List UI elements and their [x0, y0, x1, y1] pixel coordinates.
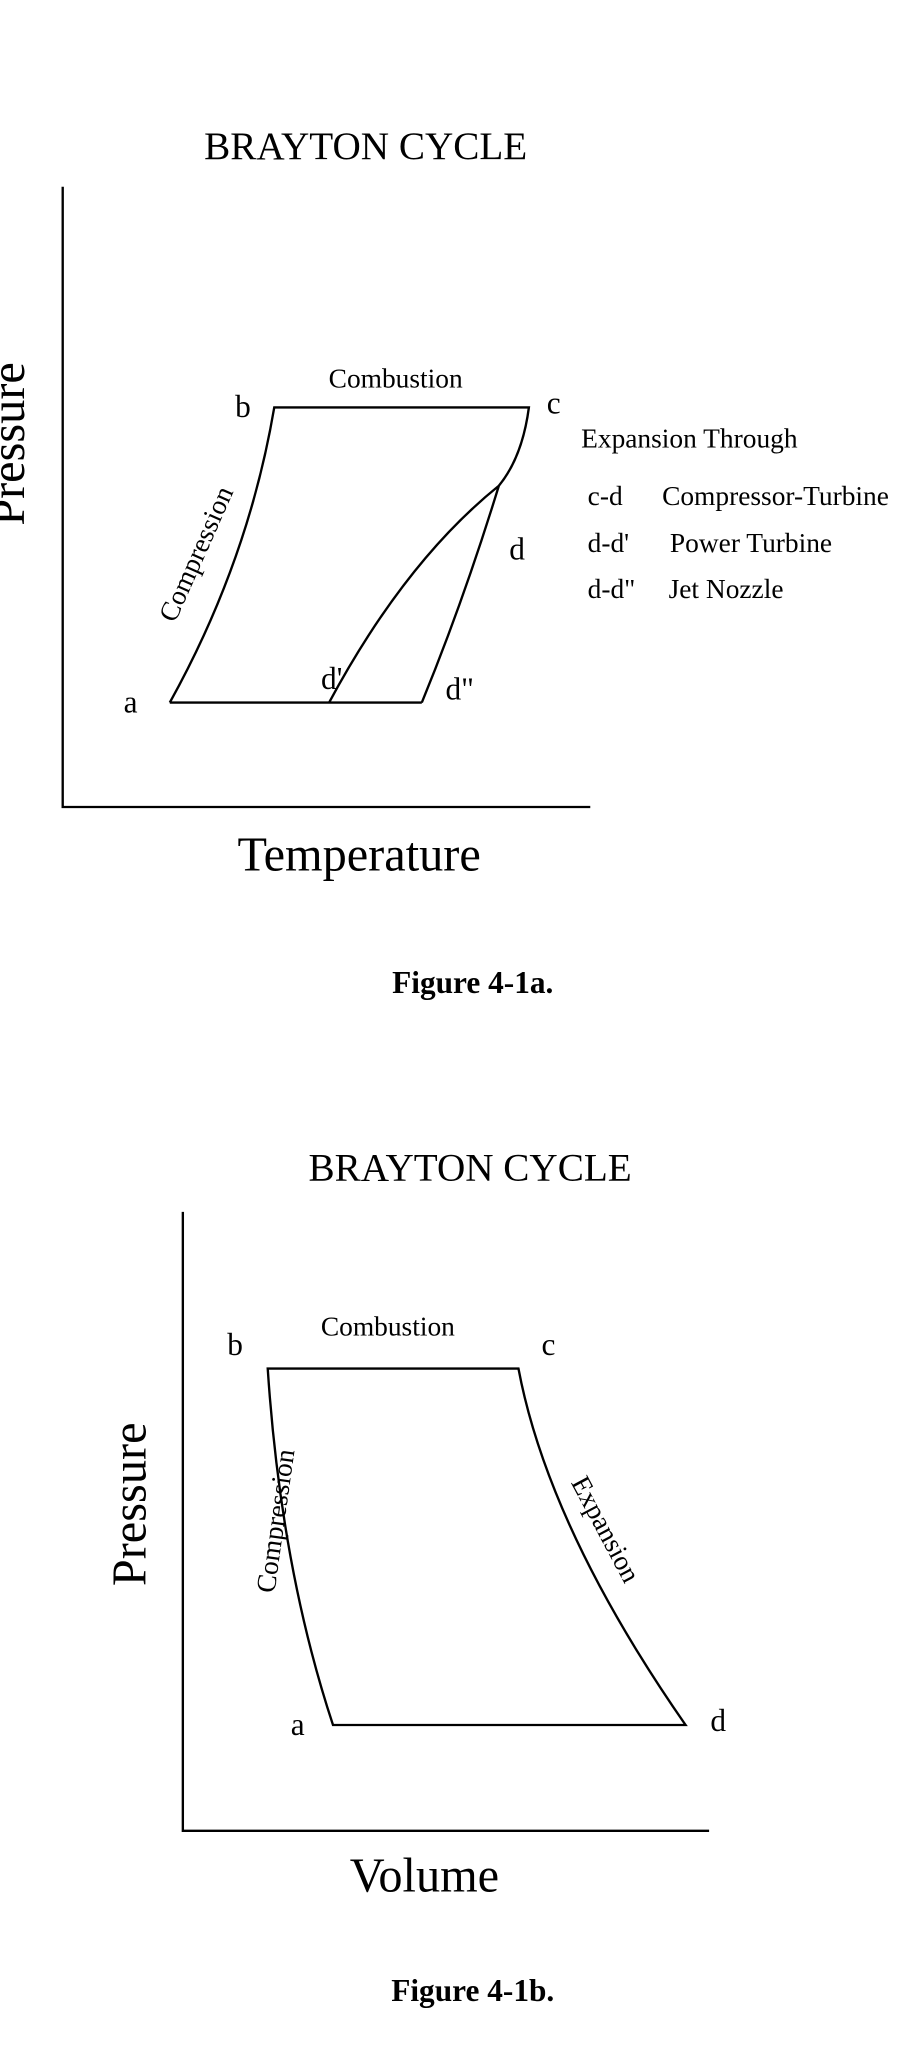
point-label: c — [542, 1327, 556, 1362]
caption: Figure 4-1b. — [391, 1973, 554, 2008]
process-label: Compression — [153, 481, 239, 626]
axes — [181, 1211, 710, 1832]
legend-text: Compressor-Turbine — [662, 481, 889, 511]
legend-key: c-d — [588, 481, 623, 511]
point-label: b — [235, 389, 251, 424]
figure-b: BRAYTON CYCLE Pressure Volume a b c d Co… — [104, 1146, 727, 2008]
legend-text: Power Turbine — [670, 528, 832, 558]
point-label: c — [547, 385, 561, 420]
point-label: a — [124, 684, 138, 719]
legend-key: d-d' — [588, 528, 629, 558]
title: BRAYTON CYCLE — [204, 125, 527, 168]
cycle — [168, 406, 531, 704]
point-label: d — [509, 532, 525, 567]
point-label: a — [291, 1707, 305, 1742]
legend-text: Jet Nozzle — [669, 574, 784, 604]
point-label: b — [227, 1327, 243, 1362]
process-label: Combustion — [321, 1312, 455, 1342]
legend-title: Expansion Through — [581, 424, 798, 454]
y-axis-label: Pressure — [0, 362, 35, 526]
figure-a: BRAYTON CYCLE Pressure Temperature a b c… — [0, 125, 889, 1000]
legend-key: d-d" — [588, 574, 636, 604]
title: BRAYTON CYCLE — [309, 1146, 632, 1189]
x-axis-label: Volume — [350, 1849, 499, 1902]
point-label: d — [710, 1703, 726, 1738]
caption: Figure 4-1a. — [392, 965, 553, 1000]
cycle — [266, 1367, 688, 1727]
point-label: d' — [321, 661, 342, 696]
x-axis-label: Temperature — [237, 828, 480, 881]
process-label: Expansion — [565, 1471, 646, 1588]
axes — [61, 186, 591, 809]
point-label: d" — [445, 671, 473, 706]
y-axis-label: Pressure — [104, 1423, 157, 1587]
process-label: Combustion — [329, 364, 463, 394]
